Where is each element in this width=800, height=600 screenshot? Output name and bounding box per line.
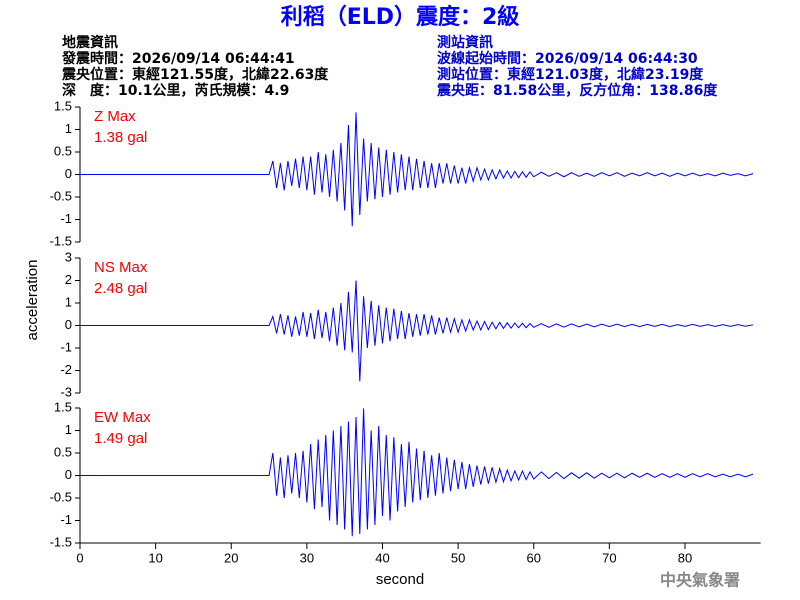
y-tick-label: -3 xyxy=(60,384,72,399)
x-tick-label: 0 xyxy=(76,550,83,565)
x-tick-label: 10 xyxy=(148,550,162,565)
max-annotation: EW Max xyxy=(94,409,151,426)
y-tick-label: 0.5 xyxy=(54,444,72,459)
y-axis-label: acceleration xyxy=(24,260,41,341)
waveform xyxy=(80,280,754,382)
y-tick-label: -0.5 xyxy=(50,489,72,504)
x-tick-label: 30 xyxy=(300,550,314,565)
waveform xyxy=(80,112,754,227)
y-tick-label: 1 xyxy=(65,294,72,309)
y-tick-label: 0.5 xyxy=(54,143,72,158)
x-axis-label: second xyxy=(376,571,424,588)
x-tick-label: 40 xyxy=(375,550,389,565)
info-line: 測站位置：東經121.03度，北緯23.19度 xyxy=(437,66,704,83)
max-annotation: 2.48 gal xyxy=(94,280,147,297)
y-tick-label: 1.5 xyxy=(54,98,72,113)
y-tick-label: -1.5 xyxy=(50,233,72,248)
y-tick-label: -2 xyxy=(60,362,72,377)
x-tick-label: 70 xyxy=(602,550,616,565)
y-tick-label: 0 xyxy=(65,166,72,181)
y-tick-label: 1 xyxy=(65,121,72,136)
y-tick-label: 0 xyxy=(65,467,72,482)
chart-title: 利稻（ELD）震度：2級 xyxy=(281,4,520,30)
max-annotation: 1.38 gal xyxy=(94,129,147,146)
y-tick-label: -0.5 xyxy=(50,188,72,203)
y-tick-label: -1 xyxy=(60,339,72,354)
footer: 中央氣象署 xyxy=(660,571,740,590)
y-tick-label: 2 xyxy=(65,272,72,287)
x-tick-label: 80 xyxy=(678,550,692,565)
y-tick-label: 3 xyxy=(65,249,72,264)
max-annotation: Z Max xyxy=(94,108,136,125)
y-tick-label: 1.5 xyxy=(54,399,72,414)
info-line: 測站資訊 xyxy=(437,34,493,51)
info-line: 發震時間：2026/09/14 06:44:41 xyxy=(61,50,295,67)
x-tick-label: 50 xyxy=(451,550,465,565)
y-tick-label: -1.5 xyxy=(50,534,72,549)
max-annotation: NS Max xyxy=(94,259,148,276)
info-line: 震央距：81.58公里，反方位角：138.86度 xyxy=(436,82,718,99)
info-line: 波線起始時間：2026/09/14 06:44:30 xyxy=(437,50,698,67)
info-line: 深 度：10.1公里，芮氏規模：4.9 xyxy=(62,82,289,99)
y-tick-label: -1 xyxy=(60,211,72,226)
station-info: 測站資訊 波線起始時間：2026/09/14 06:44:30 測站位置：東經1… xyxy=(436,34,718,99)
info-line: 地震資訊 xyxy=(62,34,118,51)
info-line: 震央位置：東經121.55度，北緯22.63度 xyxy=(61,66,329,83)
x-tick-label: 20 xyxy=(224,550,238,565)
quake-info: 地震資訊 發震時間：2026/09/14 06:44:41 震央位置：東經121… xyxy=(61,34,329,99)
waveform xyxy=(80,408,754,537)
max-annotation: 1.49 gal xyxy=(94,430,147,447)
y-tick-label: 0 xyxy=(65,317,72,332)
y-tick-label: 1 xyxy=(65,422,72,437)
y-tick-label: -1 xyxy=(60,512,72,527)
x-tick-label: 60 xyxy=(526,550,540,565)
